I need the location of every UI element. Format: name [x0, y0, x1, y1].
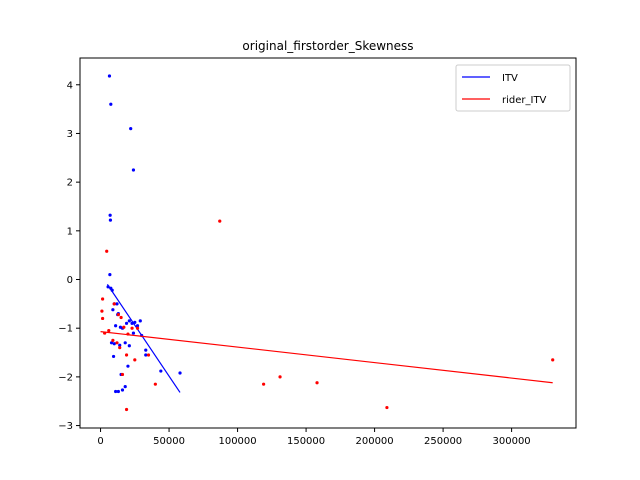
x-tick-label: 150000: [287, 436, 325, 447]
data-point: [178, 371, 182, 375]
data-point: [385, 405, 389, 410]
x-tick-label: 0: [97, 436, 103, 447]
y-tick-label: 2: [67, 178, 73, 189]
data-point: [118, 343, 122, 347]
data-point: [105, 249, 109, 253]
data-point: [116, 312, 120, 317]
data-point: [109, 341, 114, 345]
y-tick-label: 1: [67, 226, 73, 237]
x-axis: 0 50000 100000 150000 200000 250000 300000: [97, 428, 531, 447]
data-point: [111, 338, 115, 342]
data-point: [123, 341, 127, 345]
data-point: [144, 353, 148, 357]
fit-line: [100, 331, 553, 384]
data-point: [120, 388, 125, 392]
y-tick-label: −1: [58, 324, 73, 335]
y-axis: −3 −2 −1 0 1 2 3 4: [58, 80, 80, 432]
y-tick-label: 3: [67, 129, 73, 140]
data-point: [118, 346, 122, 350]
data-point: [101, 316, 105, 321]
data-point: [127, 344, 131, 348]
data-point: [108, 273, 112, 277]
data-point: [129, 126, 133, 131]
data-point: [315, 381, 319, 385]
data-point: [108, 213, 112, 217]
data-point: [127, 319, 131, 323]
data-point: [114, 324, 118, 328]
data-point: [153, 382, 157, 386]
y-tick-label: −3: [58, 421, 73, 432]
data-point: [138, 319, 142, 323]
data-point: [218, 219, 222, 223]
data-point: [122, 325, 126, 329]
data-point: [108, 218, 113, 222]
data-point: [126, 364, 130, 368]
x-tick-label: 200000: [355, 436, 393, 447]
data-point: [133, 358, 137, 362]
x-tick-label: 300000: [493, 436, 531, 447]
data-point: [278, 375, 282, 379]
data-point: [131, 168, 136, 172]
data-point: [135, 326, 140, 330]
x-tick-label: 250000: [424, 436, 462, 447]
series-rider-itv: [100, 219, 555, 412]
data-point: [135, 324, 140, 328]
chart-title: original_firstorder_Skewness: [242, 39, 413, 53]
data-point: [114, 389, 118, 394]
data-point: [124, 321, 129, 325]
x-tick-label: 100000: [218, 436, 256, 447]
data-point: [116, 389, 120, 394]
data-point: [262, 382, 266, 386]
data-point: [107, 74, 112, 78]
data-point: [115, 302, 119, 306]
data-point: [123, 385, 127, 389]
legend-label: rider_ITV: [502, 95, 547, 106]
data-point: [124, 407, 129, 412]
data-point: [551, 358, 555, 362]
data-point: [112, 302, 116, 306]
legend: ITV rider_ITV: [455, 64, 571, 112]
data-point: [159, 369, 163, 373]
data-point: [124, 353, 129, 357]
plot-area: [100, 74, 555, 412]
y-tick-label: −2: [58, 372, 73, 383]
data-point: [119, 315, 123, 320]
data-point: [109, 102, 113, 106]
data-point: [111, 308, 115, 312]
fit-line: [106, 284, 181, 393]
data-point: [115, 341, 119, 345]
data-point: [146, 353, 151, 357]
data-point: [131, 331, 136, 335]
series-itv: [106, 74, 182, 394]
axes-frame: [79, 57, 577, 429]
data-point: [107, 329, 111, 333]
y-tick-label: 4: [67, 80, 73, 91]
data-point: [112, 342, 116, 346]
data-point: [120, 372, 125, 377]
legend-label: ITV: [502, 73, 518, 84]
data-point: [130, 326, 134, 330]
data-point: [144, 348, 148, 352]
data-point: [100, 309, 104, 313]
x-tick-label: 50000: [153, 436, 185, 447]
data-point: [101, 297, 105, 301]
data-point: [111, 354, 116, 359]
y-tick-label: 0: [67, 275, 73, 286]
